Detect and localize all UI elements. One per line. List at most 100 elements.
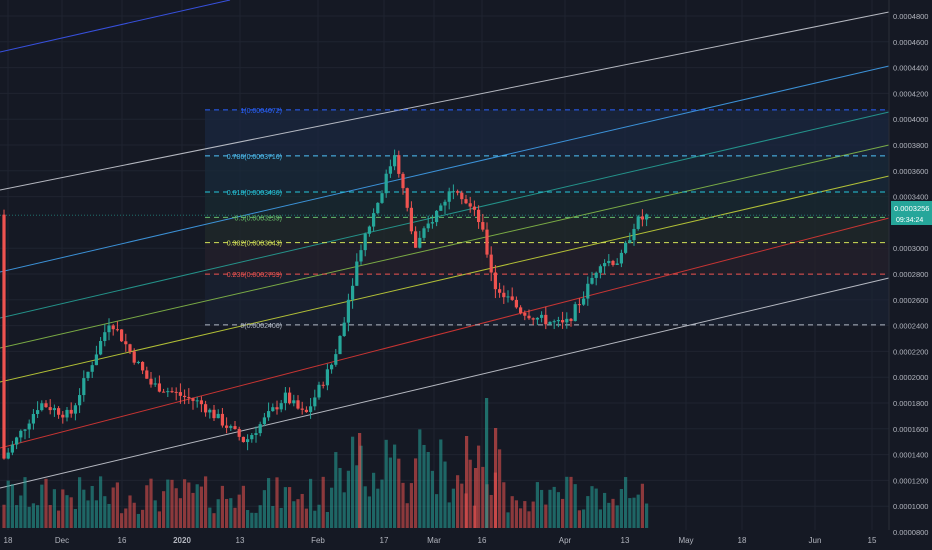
price-axis-background[interactable] (889, 0, 932, 550)
volume-bar (414, 458, 418, 528)
volume-bar (162, 491, 166, 528)
candle-body (111, 325, 115, 330)
x-tick-label: Dec (55, 536, 69, 545)
fib-level-label: 0(0.0002406) (240, 323, 282, 330)
volume-bar (401, 482, 405, 528)
volume-bar (19, 495, 23, 528)
volume-bar (422, 444, 426, 528)
volume-bar (376, 488, 380, 528)
candle-body (36, 410, 40, 415)
x-tick-label: 17 (380, 536, 389, 545)
fib-zone-band (205, 242, 889, 275)
volume-bar (246, 510, 250, 528)
candle-body (447, 191, 451, 202)
candle-body (321, 384, 325, 386)
volume-bar (418, 429, 422, 528)
candle-body (548, 321, 552, 325)
volume-bar (334, 452, 338, 528)
current-price-label: 0.0003256 09:34:24 (891, 201, 932, 225)
volume-bar (36, 505, 40, 528)
volume-bar (48, 505, 52, 528)
volume-bar (565, 476, 569, 528)
candle-body (372, 213, 376, 227)
candle-body (99, 341, 103, 355)
candle-body (489, 254, 493, 273)
candle-body (451, 191, 455, 193)
volume-bar (397, 458, 401, 528)
volume-bar (237, 494, 241, 528)
volume-bar (426, 451, 430, 528)
x-tick-label: 15 (868, 536, 877, 545)
candle-body (624, 242, 628, 253)
candle-body (258, 424, 262, 434)
candle-body (170, 391, 174, 393)
y-tick-label: 0.0001600 (893, 425, 928, 434)
volume-bar (573, 484, 577, 528)
y-tick-label: 0.0003600 (893, 167, 928, 176)
candle-body (346, 299, 350, 323)
candle-body (216, 413, 220, 419)
candle-body (418, 237, 422, 248)
volume-bar (82, 489, 86, 528)
volume-bar (582, 509, 586, 528)
volume-bar (477, 445, 481, 528)
time-axis-background[interactable] (0, 530, 889, 550)
candle-body (380, 193, 384, 203)
candle-body (468, 203, 472, 207)
volume-bar (548, 489, 552, 528)
volume-bar (632, 497, 636, 528)
volume-bar (15, 505, 19, 528)
channel-line (0, 277, 890, 489)
volume-bar (325, 512, 329, 528)
candle-body (19, 430, 23, 438)
y-tick-label: 0.0004000 (893, 115, 928, 124)
candle-body (61, 414, 65, 418)
candle-body (178, 392, 182, 396)
candle-body (78, 395, 82, 406)
candle-body (52, 408, 56, 411)
candle-body (300, 408, 304, 410)
volume-bar (409, 483, 413, 528)
candle-body (153, 383, 157, 385)
volume-bar (598, 509, 602, 528)
channel-line (0, 0, 231, 53)
fib-zone-band (205, 109, 889, 156)
candle-body (397, 155, 401, 174)
x-tick-label: 13 (236, 536, 245, 545)
candle-body (430, 222, 434, 224)
volume-bar (489, 494, 493, 528)
candle-body (23, 429, 27, 431)
candle-body (619, 252, 623, 264)
candle-body (44, 403, 48, 408)
x-tick-label: 18 (4, 536, 13, 545)
volume-bar (569, 476, 573, 528)
candle-body (422, 228, 426, 238)
candle-body (128, 344, 132, 352)
volume-bar (204, 476, 208, 528)
fib-zone-band (205, 217, 889, 243)
y-tick-label: 0.0003000 (893, 244, 928, 253)
volume-bar (527, 511, 531, 528)
volume-bar (494, 428, 498, 528)
volume-bar (103, 496, 107, 528)
candle-body (132, 351, 136, 363)
y-tick-label: 0.0001000 (893, 502, 928, 511)
candle-body (94, 354, 98, 366)
candle-body (40, 403, 44, 411)
volume-bar (40, 484, 44, 528)
channel-lines (0, 0, 890, 489)
candle-body (15, 437, 19, 445)
candle-body (141, 361, 145, 371)
volume-bar (540, 489, 544, 528)
candle-body (27, 423, 31, 430)
volume-bar (220, 485, 224, 528)
candle-body (90, 365, 94, 372)
y-tick-label: 0.0001400 (893, 451, 928, 460)
volume-bar (52, 489, 56, 528)
volume-bar (607, 502, 611, 528)
volume-bar (183, 479, 187, 528)
volume-bar (187, 482, 191, 528)
y-tick-label: 0.0004600 (893, 38, 928, 47)
volume-bar (481, 466, 485, 528)
